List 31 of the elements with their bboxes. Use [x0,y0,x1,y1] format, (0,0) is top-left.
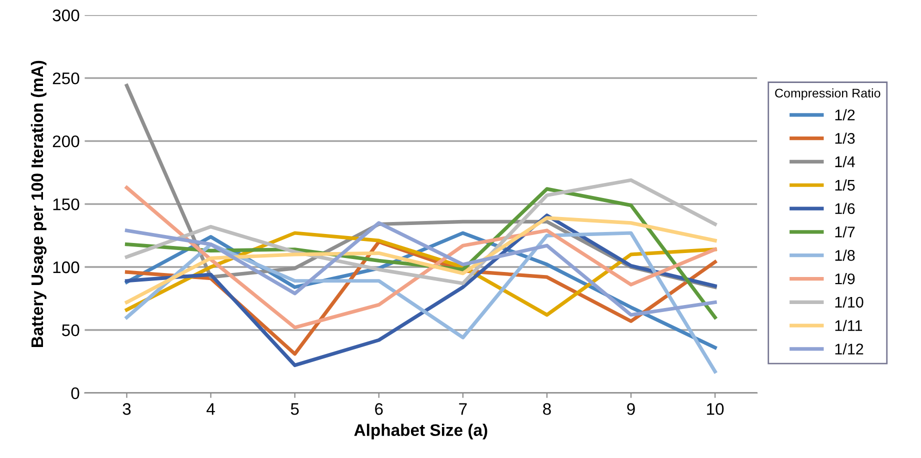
y-tick-label: 0 [71,387,80,400]
y-tick-label: 150 [53,198,80,210]
x-tick-label: 8 [543,403,551,415]
y-tick-label: 50 [62,324,80,336]
x-axis-title: Alphabet Size (a) [354,424,488,440]
x-tick-label: 7 [459,403,467,415]
line-series [124,178,717,286]
legend-label: 1/12 [835,343,864,354]
line-series [124,216,717,304]
legend-label: 1/8 [835,250,855,261]
x-tick-label: 4 [206,403,215,415]
legend-label: 1/10 [835,296,864,308]
y-tick-label: 250 [52,72,80,84]
legend-label: 1/7 [835,226,855,238]
y-tick-label: 300 [52,10,80,22]
x-tick-label: 10 [707,403,724,415]
legend-label: 1/3 [835,132,855,144]
x-tick-label: 3 [122,403,131,415]
legend-label: 1/2 [835,109,855,120]
legend-label: 1/6 [835,202,855,214]
x-tick-label: 9 [627,403,635,415]
x-tick-label: 5 [290,403,299,415]
y-axis-title: Battery Usage per 100 Iteration (mA) [30,60,47,347]
legend-title: Compression Ratio [775,88,880,100]
legend-label: 1/5 [835,179,855,191]
x-tick-label: 6 [375,403,383,415]
y-tick-label: 100 [53,261,80,274]
legend-label: 1/11 [835,320,862,332]
y-tick-label: 200 [52,135,80,148]
legend-label: 1/9 [835,273,855,284]
legend-label: 1/4 [835,156,855,168]
